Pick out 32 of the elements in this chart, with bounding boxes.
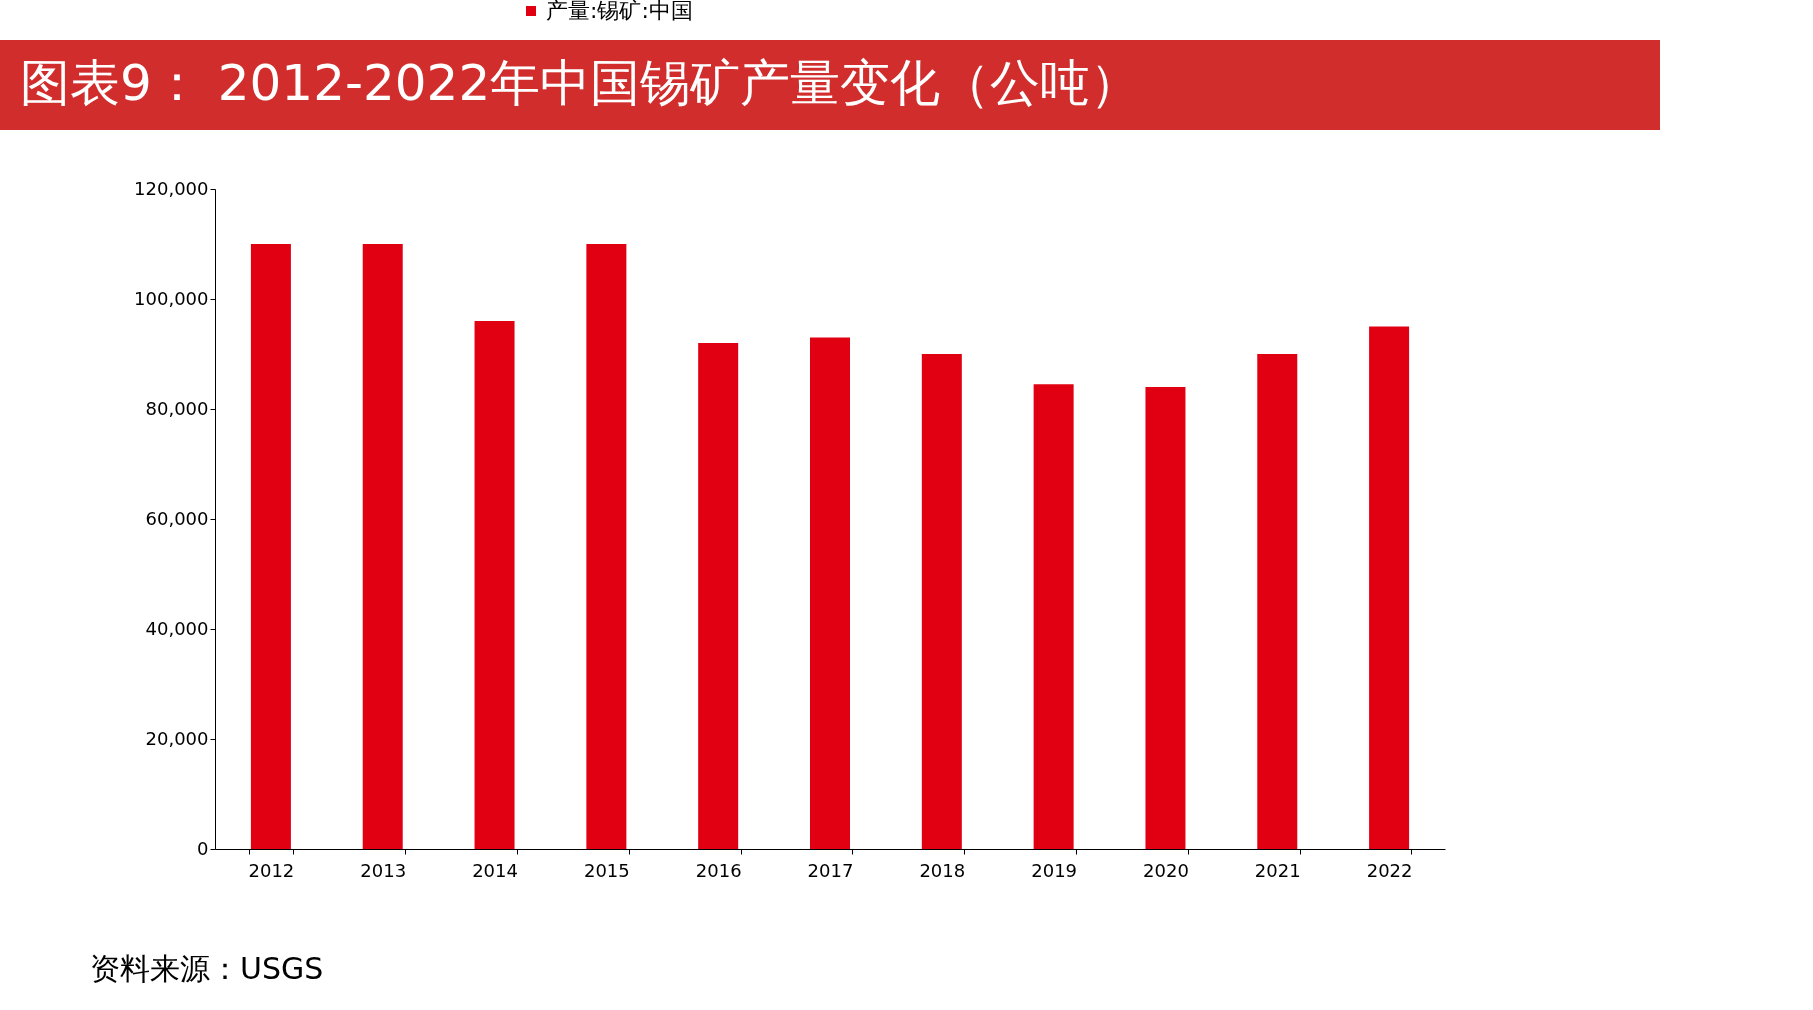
x-tick-label: 2013 <box>360 859 407 881</box>
x-tick-label: 2015 <box>583 859 630 881</box>
x-tick-label: 2022 <box>1366 859 1413 881</box>
bar <box>1369 326 1410 849</box>
x-tick-label: 2021 <box>1254 859 1301 881</box>
bar <box>250 244 291 849</box>
text: 资料来源：USGS <box>90 951 324 986</box>
y-tick-label: 60,000 <box>145 507 209 529</box>
y-tick-label: 20,000 <box>145 727 209 749</box>
x-tick-label: 2016 <box>695 859 742 881</box>
legend-label: 产量:锡矿:中国 <box>546 0 693 23</box>
x-tick-label: 2020 <box>1143 859 1189 881</box>
x-tick-label: 2019 <box>1031 859 1078 881</box>
bar <box>1033 384 1074 849</box>
x-tick-label: 2017 <box>807 859 854 881</box>
y-tick-label: 100,000 <box>134 287 209 309</box>
bar <box>810 337 850 849</box>
y-tick-label: 0 <box>197 837 209 859</box>
bar <box>1257 354 1298 849</box>
y-tick-label: 40,000 <box>145 617 209 639</box>
bar <box>586 244 627 849</box>
bar <box>1145 387 1186 849</box>
y-tick-label: 120,000 <box>134 177 209 199</box>
y-tick-label: 80,000 <box>145 397 209 419</box>
bar <box>362 244 403 849</box>
x-tick-label: 2012 <box>248 859 295 881</box>
bar <box>698 343 739 849</box>
bar <box>921 354 962 849</box>
x-tick-label: 2018 <box>919 859 966 881</box>
chart-title: 图表9： 2012-2022年中国锡矿产量变化（公吨） <box>20 54 1141 112</box>
x-tick-label: 2014 <box>472 859 518 881</box>
bar <box>474 321 515 849</box>
